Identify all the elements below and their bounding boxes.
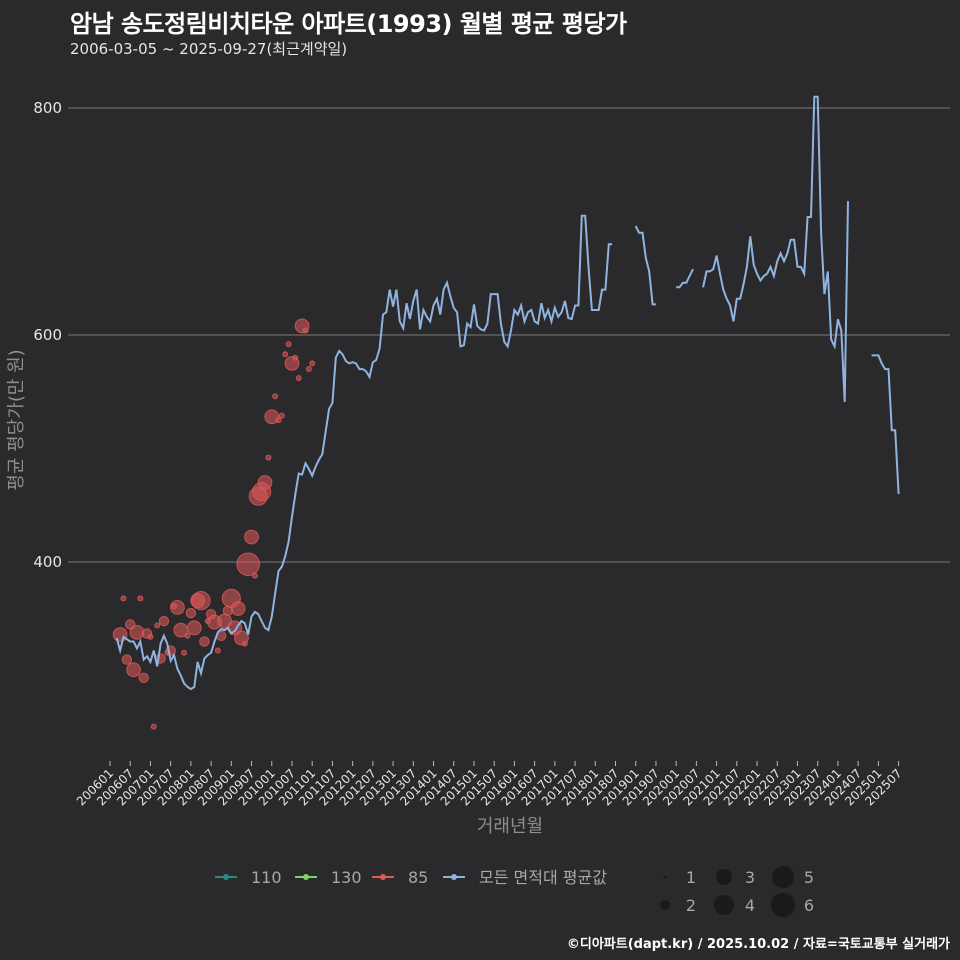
scatter-point [185, 607, 197, 619]
legend-size-label: 2 [686, 896, 696, 915]
x-axis: 2006012006072007012007072008012008072009… [74, 761, 905, 809]
scatter-point [230, 601, 246, 616]
scatter-point [154, 622, 161, 629]
scatter-point [158, 615, 170, 627]
grid-lines [68, 107, 950, 563]
scatter-point [214, 647, 221, 654]
scatter-point [244, 529, 259, 545]
legend-size-label: 3 [745, 868, 755, 887]
scatter-point [121, 654, 133, 665]
legend-size-marker [714, 895, 734, 915]
scatter-point [295, 375, 302, 382]
average-line [115, 95, 900, 691]
y-axis: 400 600 800 [33, 99, 62, 571]
legend-size-marker [771, 893, 795, 917]
legend-size-label: 5 [804, 868, 814, 887]
scatter-point [120, 595, 127, 602]
scatter-point [251, 572, 258, 579]
scatter-point [302, 327, 309, 334]
legend-size-marker [663, 875, 667, 879]
x-axis-title: 거래년월 [477, 816, 543, 837]
legend: 110 130 85 모든 면적대 평균값 1 2 3 4 5 6 [215, 866, 814, 917]
legend-item-label: 110 [251, 868, 282, 887]
scatter-point [126, 662, 141, 678]
scatter-point [272, 393, 279, 400]
average-line-path [115, 95, 900, 691]
legend-item-label: 130 [331, 868, 362, 887]
y-tick-label: 800 [33, 99, 62, 117]
legend-size-label: 6 [804, 896, 814, 915]
legend-item-label: 85 [408, 868, 428, 887]
chart-subtitle: 2006-03-05 ~ 2025-09-27(최근계약일) [70, 40, 348, 58]
legend-size-label: 4 [745, 896, 755, 915]
scatter-point [129, 624, 145, 640]
scatter-point [181, 649, 188, 656]
scatter-point [191, 590, 211, 611]
scatter-point [112, 627, 128, 643]
legend-size-label: 1 [686, 868, 696, 887]
scatter-point [305, 366, 312, 373]
scatter-point [264, 409, 280, 425]
scatter-point [257, 475, 273, 490]
scatter-point [236, 552, 260, 577]
scatter-point [278, 412, 285, 419]
scatter-point [137, 595, 144, 602]
scatter-point [138, 672, 149, 683]
scatter-point [186, 620, 202, 636]
legend-size-marker [660, 900, 670, 910]
y-tick-label: 600 [33, 326, 62, 344]
legend-size-marker [716, 869, 732, 885]
y-tick-label: 400 [33, 553, 62, 571]
scatter-point [147, 633, 154, 640]
y-axis-title: 평균 평당가(만 원) [6, 349, 27, 490]
scatter-points [112, 318, 316, 730]
scatter-point [170, 600, 185, 615]
footer-credit: ©디아파트(dapt.kr) / 2025.10.02 / 자료=국토교통부 실… [566, 937, 950, 952]
scatter-point [275, 417, 282, 424]
scatter-point [285, 341, 292, 348]
scatter-point [184, 632, 191, 639]
scatter-point [241, 640, 248, 647]
chart-title: 암남 송도정림비치타운 아파트(1993) 월별 평균 평당가 [70, 10, 627, 38]
scatter-point [150, 723, 157, 730]
scatter-point [199, 636, 210, 647]
scatter-point [265, 454, 272, 461]
legend-item-label: 모든 면적대 평균값 [479, 868, 607, 887]
scatter-point [282, 351, 289, 358]
scatter-point [309, 360, 316, 367]
scatter-point [292, 354, 299, 361]
legend-size-marker [772, 866, 794, 888]
